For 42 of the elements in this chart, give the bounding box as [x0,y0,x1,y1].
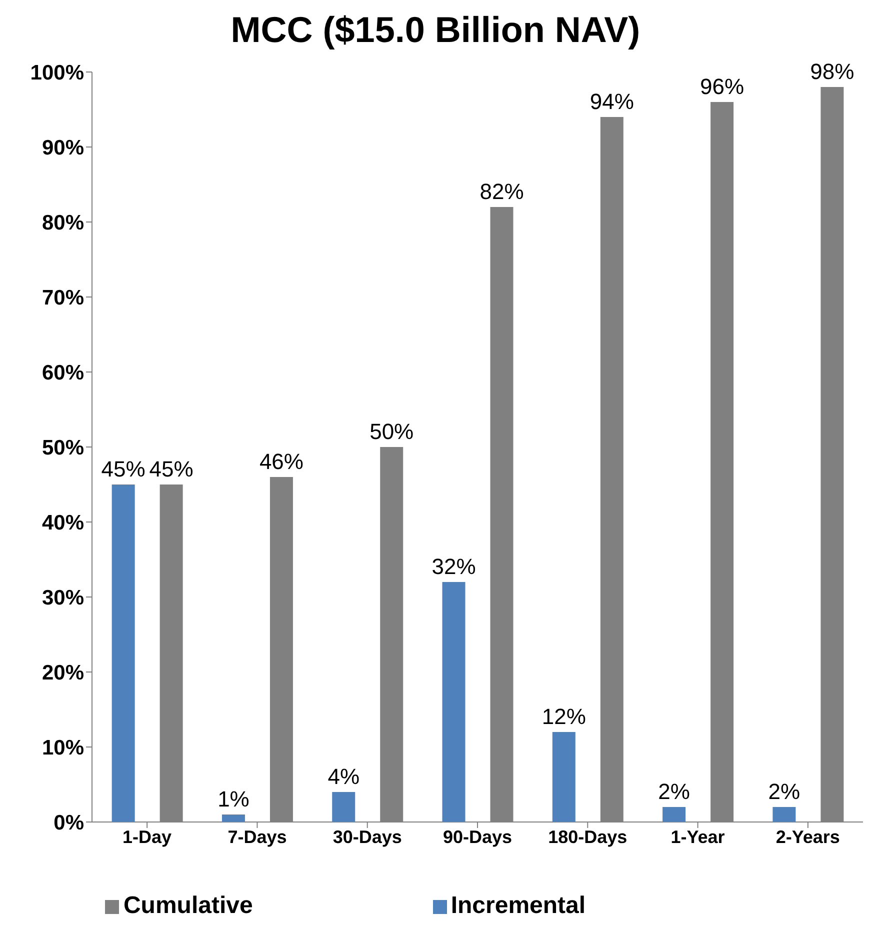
y-tick-label: 70% [42,286,84,310]
data-label: 45% [101,456,146,482]
data-label: 46% [259,449,304,474]
legend-label: Cumulative [123,892,253,919]
data-label: 96% [700,74,744,99]
data-label: 82% [480,179,524,204]
y-tick-label: 50% [42,436,84,460]
bar [662,807,686,822]
y-tick-label: 80% [42,211,84,234]
data-label: 12% [542,704,586,729]
y-tick-label: 10% [42,736,84,760]
bar [112,484,135,822]
x-tick-label: 1-Day [122,826,172,847]
y-tick-label: 60% [42,361,84,384]
x-tick-label: 1-Year [670,826,725,847]
x-tick-label: 180-Days [548,826,628,847]
legend-label: Incremental [450,892,586,919]
data-label: 2% [768,779,800,804]
data-label: 4% [328,764,360,789]
data-label: 50% [370,419,414,444]
bar [222,814,245,822]
y-tick-label: 20% [42,661,84,684]
bar [552,732,576,822]
bar [442,582,466,822]
x-tick-label: 7-Days [228,826,287,847]
data-label: 32% [432,554,476,579]
data-label: 45% [149,456,194,482]
bar [772,807,796,822]
chart-title: MCC ($15.0 Billion NAV) [230,8,642,52]
data-label: 1% [218,786,250,812]
y-tick-label: 100% [30,61,84,84]
data-label: 98% [810,59,854,84]
data-label: 94% [590,89,634,114]
y-tick-label: 90% [42,136,84,160]
x-tick-label: 2-Years [776,826,840,847]
x-tick-label: 90-Days [442,826,512,847]
x-tick-label: 30-Days [332,826,402,847]
y-tick-label: 40% [42,511,84,534]
y-tick-label: 0% [54,811,84,834]
bar [332,792,356,822]
y-tick-label: 30% [42,586,84,610]
data-label: 2% [658,779,690,804]
